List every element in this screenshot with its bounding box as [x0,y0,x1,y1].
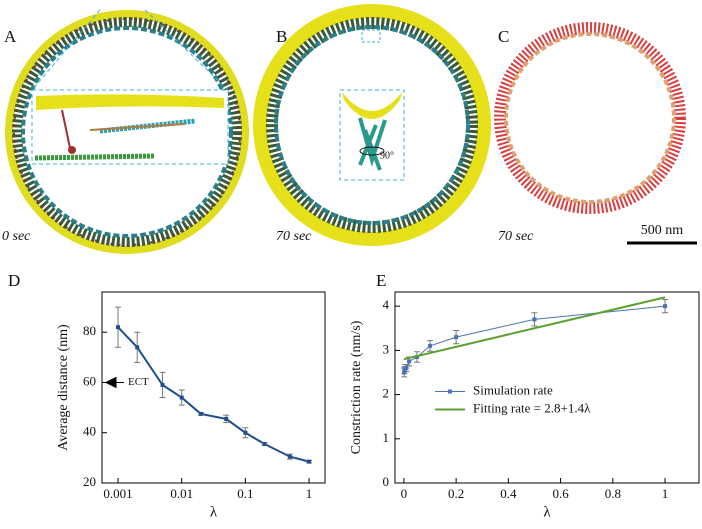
legend-marker [448,389,452,394]
y-tick-label: 20 [83,474,96,489]
y-tick-label: 2 [383,386,390,401]
data-point [404,366,409,371]
x-tick-label: 0.6 [552,486,569,501]
panel-a-image [5,9,249,254]
panel-c-image [494,22,686,214]
data-point [663,304,668,309]
x-axis-label: λ [543,504,551,520]
panel-label: E [376,271,386,290]
x-tick-label: 0.1 [237,486,253,501]
x-tick-label: 0.2 [448,486,464,501]
scale-bar-label: 500 nm [641,223,684,238]
y-tick-label: 1 [383,430,390,445]
data-line [117,326,310,463]
panel-label: B [276,27,287,46]
data-point [262,442,267,447]
legend-label: Simulation rate [473,382,553,397]
data-point [454,335,459,340]
data-point [532,317,537,322]
data-point [287,454,292,459]
data-point [135,345,140,350]
data-point [116,325,121,330]
data-point [198,411,203,416]
x-tick-label: 0.001 [103,486,132,501]
panel-label: D [8,271,20,290]
panel-label: A [4,27,17,46]
x-tick-label: 1 [662,486,669,501]
plot-frame [394,291,700,484]
data-point [402,370,407,375]
y-tick-label: 40 [83,424,96,439]
y-tick-label: 4 [383,297,390,312]
time-caption: 70 sec [276,229,312,244]
x-tick-label: 0 [401,486,408,501]
time-caption: 70 sec [498,229,534,244]
data-point [427,343,432,348]
time-caption: 0 sec [2,229,31,244]
y-tick-label: 80 [83,323,96,338]
panel-b-image [253,4,491,246]
data-point [307,459,312,464]
data-point [407,359,412,364]
data-point [160,382,165,387]
rotation-label: 90° [380,150,394,161]
legend-label: Fitting rate = 2.8+1.4λ [473,400,591,415]
data-point [402,368,407,373]
x-tick-label: 0.01 [170,486,193,501]
annotation-arrow [104,376,124,389]
plot-frame [101,291,326,484]
y-tick-label: 60 [83,373,96,388]
data-point [243,430,248,435]
data-point [179,395,184,400]
data-line [403,296,666,361]
annotation: ECT [128,376,149,388]
y-tick-label: 3 [383,341,390,356]
y-axis-label: Average distance (nm) [56,324,71,451]
data-point [224,416,229,421]
x-tick-label: 1 [306,486,313,501]
y-axis-label: Constriction rate (nm/s) [349,320,364,454]
x-tick-label: 0.4 [500,486,517,501]
x-axis-label: λ [210,504,218,520]
x-tick-label: 0.8 [605,486,621,501]
y-tick-label: 0 [383,474,390,489]
panel-label: C [498,27,509,46]
